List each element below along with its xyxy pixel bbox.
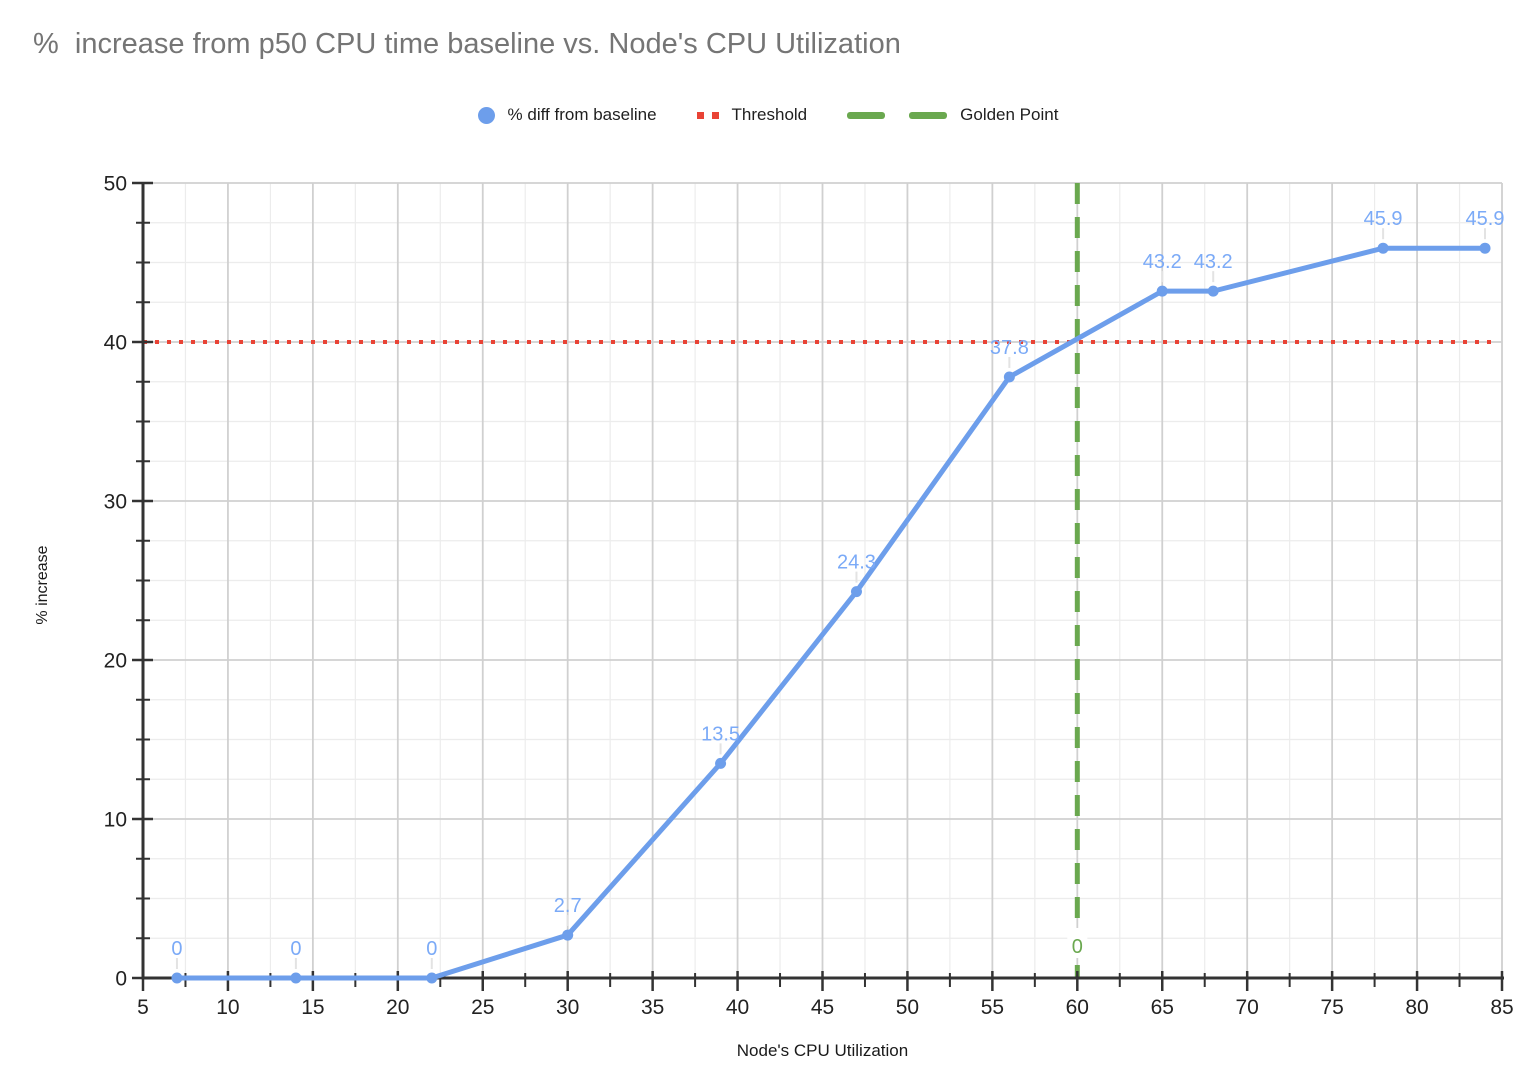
x-axis-tick-label: 65 [1151, 996, 1174, 1019]
x-axis-tick-label: 45 [811, 996, 834, 1019]
chart-title: % increase from p50 CPU time baseline vs… [33, 28, 901, 60]
data-point[interactable] [850, 586, 862, 598]
legend-label-threshold: Threshold [731, 105, 808, 124]
data-point-label: 0 [290, 938, 301, 960]
x-axis-tick-label: 50 [896, 996, 919, 1019]
dashed-line-marker-icon [847, 111, 948, 119]
data-point[interactable] [1156, 285, 1168, 297]
x-axis-tick-label: 40 [726, 996, 749, 1019]
data-point[interactable] [290, 972, 302, 984]
x-axis-tick-label: 55 [981, 996, 1004, 1019]
data-point[interactable] [715, 757, 727, 769]
x-axis-tick-label: 60 [1066, 996, 1089, 1019]
y-axis-tick-label: 50 [104, 173, 127, 196]
series-diff-from-baseline-line [174, 245, 1488, 981]
legend-item-diff-from-baseline[interactable]: % diff from baseline [477, 105, 657, 125]
x-axis-title: Node's CPU Utilization [736, 1041, 909, 1060]
legend-item-threshold[interactable]: Threshold [696, 105, 808, 125]
golden-point-label: 0 [1072, 936, 1083, 958]
data-point-label: 43.2 [1143, 251, 1182, 273]
data-point[interactable] [1003, 371, 1015, 383]
x-axis-tick-label: 35 [641, 996, 664, 1019]
data-point-label: 0 [426, 938, 437, 960]
x-axis-tick-label: 5 [137, 996, 149, 1019]
y-axis-title: % increase [34, 545, 51, 625]
legend-label-golden-point: Golden Point [960, 105, 1059, 124]
x-axis-tick-label: 75 [1320, 996, 1343, 1019]
x-axis-tick-label: 10 [216, 996, 239, 1019]
data-point[interactable] [1377, 242, 1389, 254]
data-point-label: 43.2 [1194, 251, 1233, 273]
data-point[interactable] [171, 972, 183, 984]
y-axis-tick-label: 40 [104, 332, 127, 355]
data-point-label: 37.8 [990, 337, 1029, 359]
y-axis-tick-label: 0 [115, 968, 127, 991]
x-axis-tick-label: 80 [1405, 996, 1428, 1019]
legend-label-diff-from-baseline: % diff from baseline [507, 105, 657, 124]
x-axis-tick-label: 15 [301, 996, 324, 1019]
y-axis-tick-label: 20 [104, 650, 127, 673]
data-point-label: 45.9 [1364, 208, 1403, 230]
x-axis-tick-label: 70 [1236, 996, 1259, 1019]
data-point-label: 24.3 [837, 552, 876, 574]
data-point[interactable] [1479, 242, 1491, 254]
data-point[interactable] [1207, 285, 1219, 297]
data-point-label: 13.5 [701, 723, 740, 745]
x-axis-tick-label: 85 [1490, 996, 1513, 1019]
legend: % diff from baseline Threshold Golden Po… [0, 105, 1536, 125]
x-axis-tick-label: 30 [556, 996, 579, 1019]
data-point-label: 45.9 [1466, 208, 1505, 230]
golden-point-label-halo [1067, 928, 1088, 958]
x-axis-tick-label: 20 [386, 996, 409, 1019]
y-axis-tick-label: 30 [104, 491, 127, 514]
legend-item-golden-point[interactable]: Golden Point [847, 105, 1058, 125]
data-point[interactable] [426, 972, 438, 984]
data-point-label: 2.7 [554, 895, 582, 917]
circle-marker-icon [477, 106, 495, 124]
data-point[interactable] [562, 929, 574, 941]
x-axis-tick-label: 25 [471, 996, 494, 1019]
data-point-label: 0 [171, 938, 182, 960]
dotted-line-marker-icon [696, 111, 719, 119]
y-axis-tick-label: 10 [104, 809, 127, 832]
